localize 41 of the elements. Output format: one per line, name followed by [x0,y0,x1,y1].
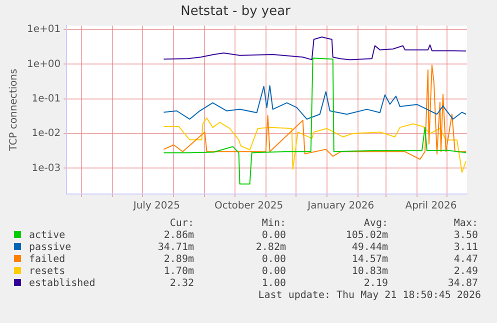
x-tick-label: January 2026 [306,200,374,212]
text: 2.82m [254,242,286,254]
text: 0.00 [260,254,286,266]
text: 2.19 [362,278,388,290]
legend-label: resets [28,266,66,278]
text: 1.70m [162,266,194,278]
text: 2.32 [168,278,194,290]
text: 1.00 [260,278,286,290]
chart-title: Netstat - by year [180,4,292,20]
text: Min: [260,218,286,230]
legend-label: active [28,230,66,242]
y-tick-label: 1e-02 [32,128,61,140]
text: 2.49 [452,266,478,278]
legend-label: established [28,278,96,290]
x-tick-label: April 2026 [405,200,457,212]
legend-label: passive [28,242,72,254]
text: 49.44m [350,242,388,254]
text: 0.00 [260,230,286,242]
text: 105.02m [344,230,388,242]
text: 2.86m [162,230,194,242]
text: 4.47 [452,254,478,266]
text: 10.83m [350,266,388,278]
x-tick-label: July 2025 [132,200,180,212]
text: Last update: Thu May 21 18:50:45 2026 [258,290,481,301]
legend-label: failed [28,254,66,266]
text: 2.89m [162,254,194,266]
text: Cur: [168,218,194,230]
text: 34.87 [446,278,478,290]
text: 3.11 [452,242,478,254]
text: Avg: [362,218,388,230]
y-tick-label: 1e-01 [32,93,61,104]
x-tick-label: October 2025 [214,200,284,212]
text: 0.00 [260,266,286,278]
y-tick-label: 1e-03 [32,162,61,174]
text: 34.71m [156,242,194,254]
y-tick-label: 1e+00 [26,58,61,70]
text: 3.50 [452,230,478,242]
y-tick-label: 1e+01 [26,24,61,36]
y-axis-title: TCP connections [8,68,20,152]
text: 14.57m [350,254,388,266]
text: Max: [452,218,478,230]
